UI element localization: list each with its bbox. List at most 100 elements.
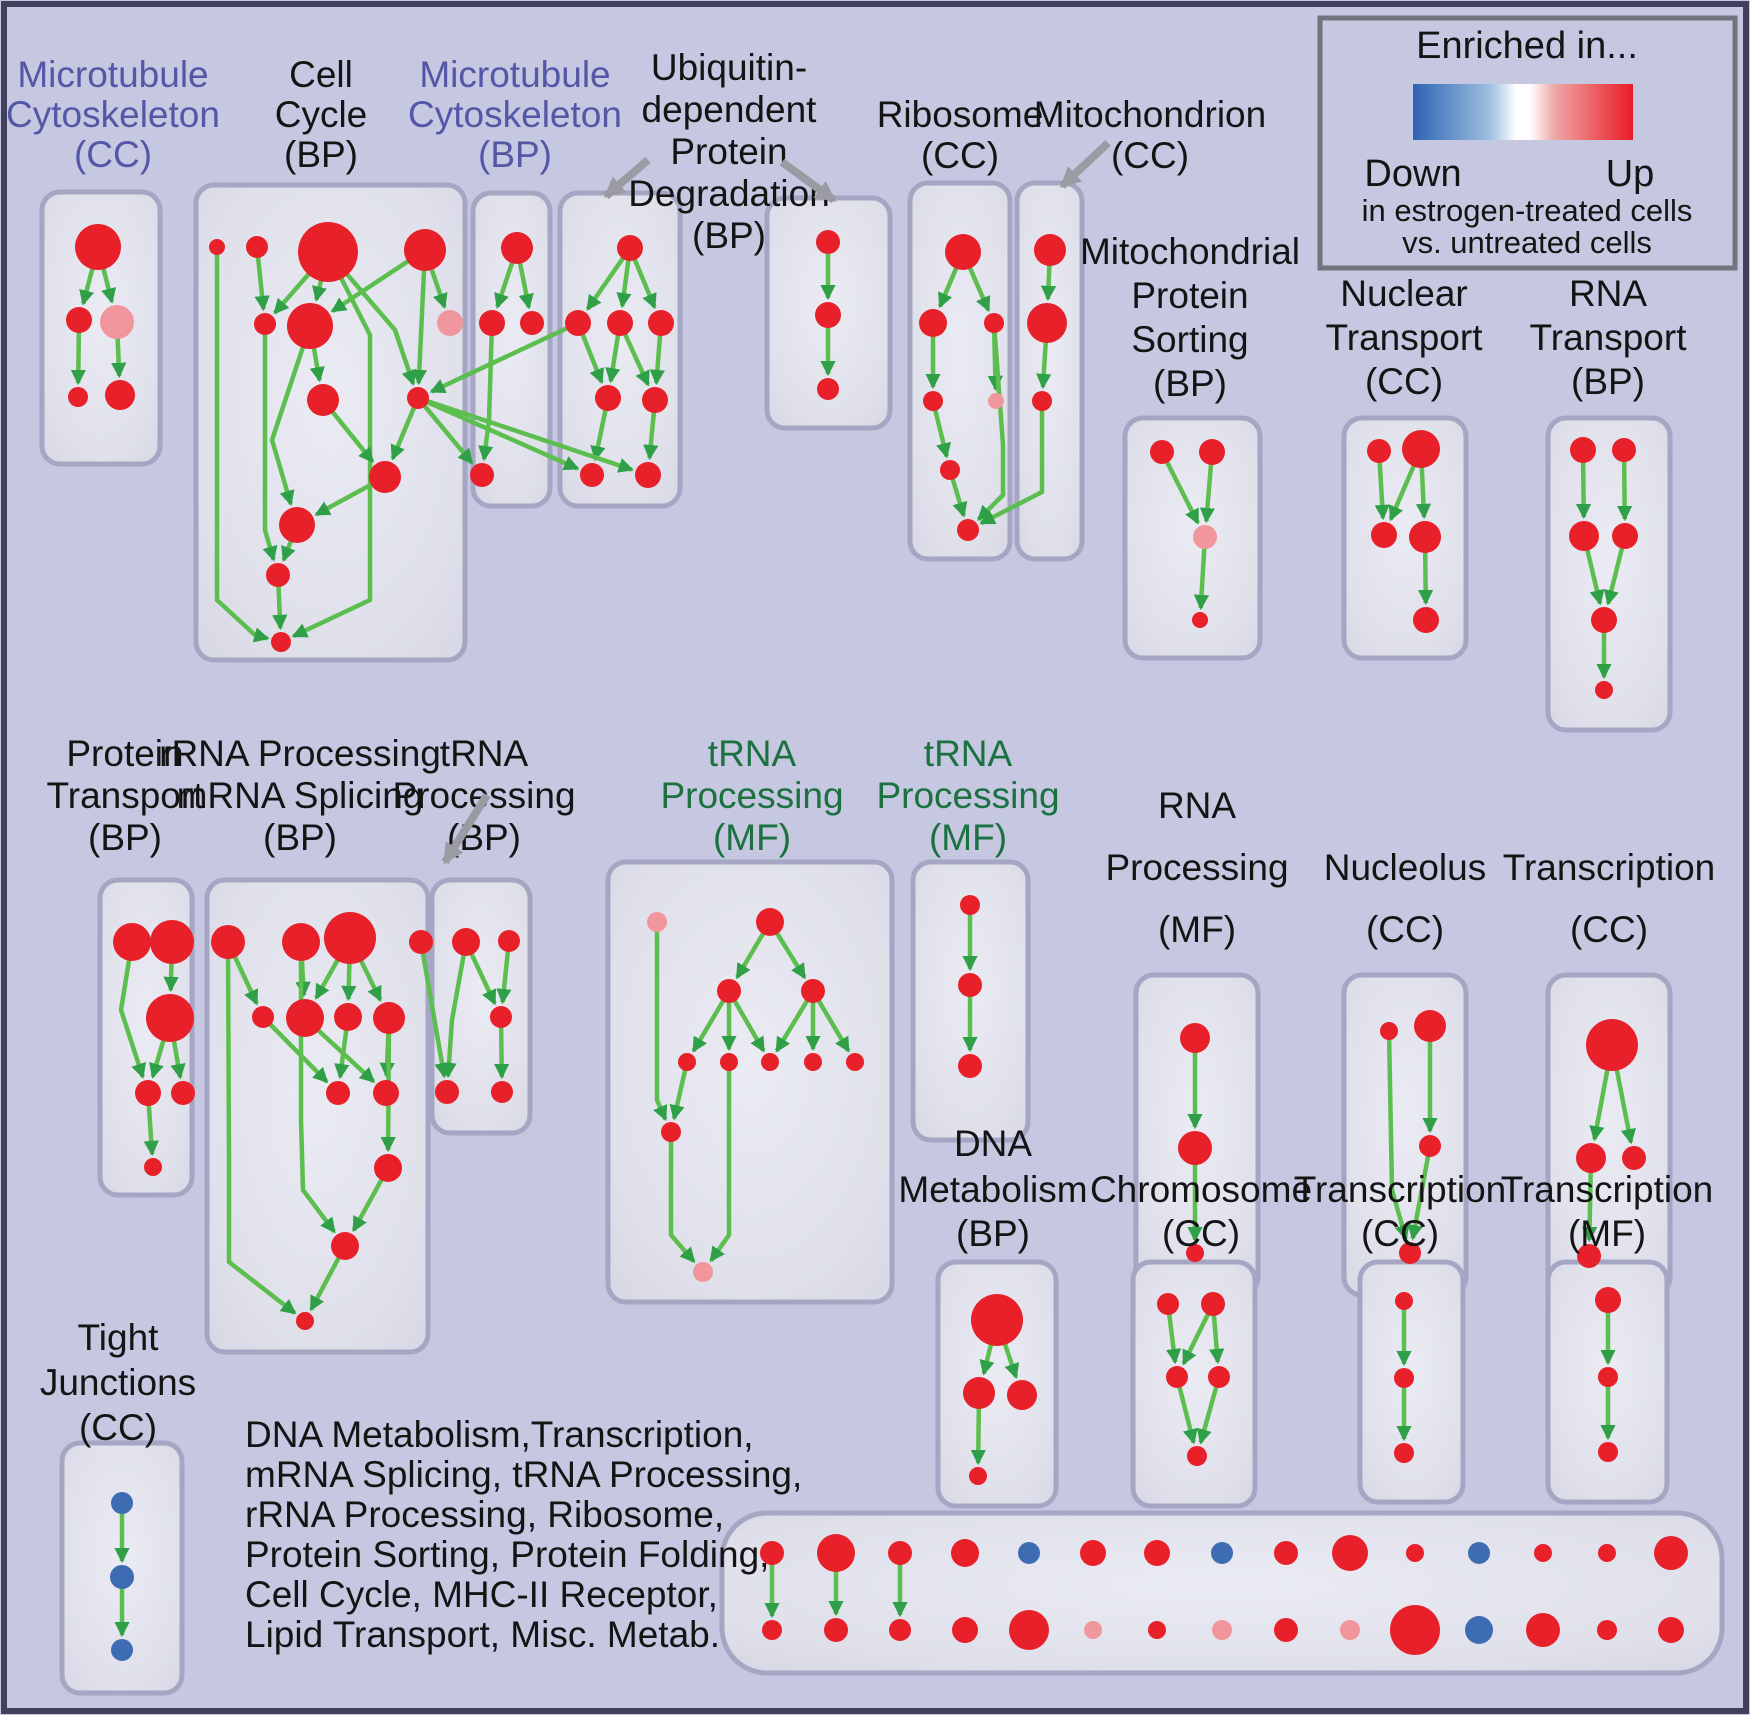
node-misc-cluster-strip-6 <box>1144 1540 1170 1566</box>
node-trna-processing-bp-2 <box>490 1006 512 1028</box>
cluster-label-tight-junctions-cc: Junctions <box>40 1362 196 1403</box>
legend-box <box>1317 15 1738 271</box>
edge-chromosome-cc <box>1174 1376 1198 1445</box>
cluster-label-trna-processing-mf-2: (MF) <box>929 817 1007 858</box>
node-chromosome-cc-4 <box>1187 1446 1207 1466</box>
cross-edge <box>418 941 450 1079</box>
node-ribosome-cc-3 <box>923 391 943 411</box>
node-cell-cycle-bp-11 <box>266 563 290 587</box>
cluster-box-misc-cluster-strip <box>719 1510 1725 1676</box>
node-nuclear-transport-cc-0 <box>1367 439 1391 463</box>
node-rna-transport-bp-2 <box>1569 521 1599 551</box>
cluster-label-rrna-processing-mrna-splicing-bp: rRNA Processing <box>159 733 441 774</box>
cluster-box-mitochondrion-cc <box>1014 180 1085 562</box>
node-misc-cluster-strip-9 <box>1332 1535 1368 1571</box>
node-transcription-cc-1-3 <box>1577 1244 1601 1268</box>
node-cell-cycle-bp-4 <box>254 313 276 335</box>
node-rna-transport-bp-4 <box>1591 607 1617 633</box>
node-mt-cytoskeleton-bp-0 <box>501 232 533 264</box>
cross-edge <box>416 396 474 465</box>
node-misc-cluster-strip-2 <box>888 1541 912 1565</box>
cluster-box-rna-transport-bp <box>1545 415 1673 733</box>
cluster-label-nucleolus-cc: (CC) <box>1366 909 1444 950</box>
node-misc-cluster-strip-23 <box>1274 1618 1298 1642</box>
cluster-label-nucleolus-cc: Nucleolus <box>1324 847 1486 888</box>
node-trna-processing-mf-1-10 <box>693 1262 713 1282</box>
cluster-label-trna-processing-mf-1: Processing <box>660 775 843 816</box>
node-protein-transport-bp-0 <box>113 923 151 961</box>
cluster-box-dna-metabolism-bp <box>935 1259 1059 1509</box>
node-misc-cluster-strip-11 <box>1468 1542 1490 1564</box>
node-rrna-processing-mrna-splicing-bp-5 <box>286 999 324 1037</box>
node-tight-junctions-cc-2 <box>111 1639 133 1661</box>
node-trna-processing-mf-1-5 <box>720 1053 738 1071</box>
cluster-label-dna-metabolism-bp: DNA <box>954 1123 1032 1164</box>
node-cell-cycle-bp-2 <box>298 222 358 282</box>
node-trna-processing-mf-1-7 <box>804 1053 822 1071</box>
cluster-label-ribosome-cc: Ribosome <box>877 94 1044 135</box>
node-ribosome-cc-2 <box>984 313 1004 333</box>
cluster-label-ubiquitin-degradation-bp: dependent <box>642 89 818 130</box>
node-transcription-cc-1-1 <box>1576 1143 1606 1173</box>
node-nuclear-transport-cc-4 <box>1413 607 1439 633</box>
node-nuclear-transport-cc-2 <box>1371 522 1397 548</box>
node-misc-cluster-strip-20 <box>1084 1621 1102 1639</box>
node-misc-cluster-strip-5 <box>1080 1540 1106 1566</box>
node-mt-cytoskeleton-cc-2 <box>100 305 134 339</box>
node-rrna-processing-mrna-splicing-bp-6 <box>334 1003 362 1031</box>
node-mitochondrion-cc-0 <box>1034 234 1066 266</box>
node-ribosome-cc-6 <box>957 519 979 541</box>
node-mitochondrion-cc-1 <box>1027 303 1067 343</box>
annotation-arrow-0 <box>603 156 651 200</box>
node-ubiquitin-degradation-bp-3 <box>648 310 674 336</box>
edge-trna-processing-bp <box>441 941 469 1079</box>
node-cell-cycle-bp-9 <box>369 461 401 493</box>
node-ubiquitin-degradation-bp-4 <box>595 385 621 411</box>
cluster-label-rrna-processing-mrna-splicing-bp: (BP) <box>263 817 337 858</box>
edge-cell-cycle-bp <box>411 249 428 386</box>
cluster-label-mt-cytoskeleton-cc: Cytoskeleton <box>6 94 220 135</box>
node-trna-processing-mf-1-6 <box>761 1053 779 1071</box>
node-rrna-processing-mrna-splicing-bp-8 <box>326 1081 350 1105</box>
note-line: rRNA Processing, Ribosome, <box>245 1494 724 1535</box>
node-misc-cluster-strip-24 <box>1340 1620 1360 1640</box>
cluster-label-mitochondrial-protein-sorting-bp: Sorting <box>1131 319 1248 360</box>
node-cell-cycle-bp-3 <box>404 229 446 271</box>
node-protein-transport-bp-2 <box>146 994 194 1042</box>
cluster-label-ubiquitin-degradation-bp: Ubiquitin- <box>651 47 807 88</box>
node-nucleolus-cc-2 <box>1419 1135 1441 1157</box>
node-chromosome-cc-0 <box>1157 1293 1179 1315</box>
node-trna-processing-mf-1-0 <box>647 912 667 932</box>
node-mt-cytoskeleton-bp-3 <box>470 463 494 487</box>
node-rrna-processing-mrna-splicing-bp-1 <box>282 923 320 961</box>
legend-gradient-bar <box>1413 84 1633 140</box>
cluster-label-dna-metabolism-bp: Metabolism <box>898 1169 1087 1210</box>
note-line: DNA Metabolism,Transcription, <box>245 1414 754 1455</box>
node-trna-processing-bp-0 <box>452 928 480 956</box>
edge-trna-processing-mf-1 <box>669 1061 690 1121</box>
node-nucleolus-cc-0 <box>1380 1022 1398 1040</box>
node-misc-cluster-strip-29 <box>1658 1617 1684 1643</box>
node-protein-transport-bp-1 <box>150 920 194 964</box>
edge-cell-cycle-bp <box>269 325 313 506</box>
node-rna-transport-bp-5 <box>1595 681 1613 699</box>
cluster-label-nuclear-transport-cc: (CC) <box>1365 361 1443 402</box>
cluster-label-mt-cytoskeleton-bp: (BP) <box>478 134 552 175</box>
edge-cell-cycle-bp <box>291 250 373 639</box>
node-ubiquitin-degradation-bp-2-1 <box>815 302 841 328</box>
cluster-label-rna-processing-mf: (MF) <box>1158 909 1236 950</box>
legend-subtitle-2: vs. untreated cells <box>1402 225 1652 260</box>
edge-ribosome-cc <box>977 322 1006 521</box>
annotation-arrow-3 <box>441 792 491 865</box>
node-rrna-processing-mrna-splicing-bp-9 <box>373 1080 399 1106</box>
node-misc-cluster-strip-28 <box>1597 1620 1617 1640</box>
cluster-box-chromosome-cc <box>1130 1259 1258 1509</box>
node-trna-processing-bp-3 <box>435 1080 459 1104</box>
node-ribosome-cc-5 <box>940 460 960 480</box>
node-tight-junctions-cc-0 <box>111 1492 133 1514</box>
cluster-label-nuclear-transport-cc: Transport <box>1326 317 1484 358</box>
node-misc-cluster-strip-22 <box>1212 1620 1232 1640</box>
legend-title: Enriched in... <box>1416 25 1638 67</box>
nodes-layer <box>66 222 1688 1661</box>
